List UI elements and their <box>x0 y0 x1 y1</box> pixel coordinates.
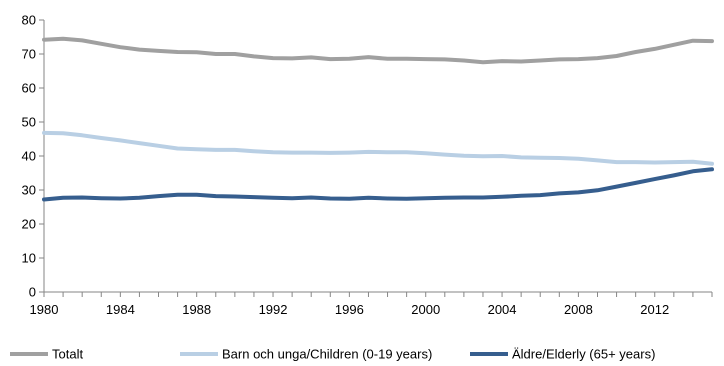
x-tick-label: 2000 <box>411 302 440 317</box>
x-tick-label: 1980 <box>30 302 59 317</box>
x-tick-label: 1988 <box>182 302 211 317</box>
x-axis-ticks: 1980 1984 1988 1992 1996 2000 2004 2008 2012 <box>30 292 713 317</box>
y-tick-label: 0 <box>29 285 36 300</box>
legend-label-1: Totalt <box>52 347 83 362</box>
y-axis-ticks: 0 10 20 30 40 50 60 70 80 <box>22 13 44 300</box>
y-tick-label: 50 <box>22 115 36 130</box>
legend-label-2: Barn och unga/Children (0-19 years) <box>222 347 432 362</box>
x-tick-label: 2008 <box>564 302 593 317</box>
y-tick-label: 10 <box>22 251 36 266</box>
y-tick-label: 60 <box>22 81 36 96</box>
x-tick-label: 1992 <box>259 302 288 317</box>
y-tick-label: 80 <box>22 13 36 28</box>
series-line-2 <box>42 130 714 166</box>
series-lines <box>42 36 714 202</box>
legend-label-3: Äldre/Elderly (65+ years) <box>512 347 655 362</box>
x-tick-label: 1996 <box>335 302 364 317</box>
y-tick-label: 70 <box>22 47 36 62</box>
series-line-1 <box>42 36 714 65</box>
x-tick-label: 2004 <box>488 302 517 317</box>
y-tick-label: 20 <box>22 217 36 232</box>
axes <box>43 20 712 293</box>
y-tick-label: 30 <box>22 183 36 198</box>
y-tick-label: 40 <box>22 149 36 164</box>
series-line-3 <box>42 167 714 202</box>
x-tick-label: 2012 <box>640 302 669 317</box>
legend: Totalt Barn och unga/Children (0-19 years… <box>10 347 655 362</box>
x-tick-label: 1984 <box>106 302 135 317</box>
